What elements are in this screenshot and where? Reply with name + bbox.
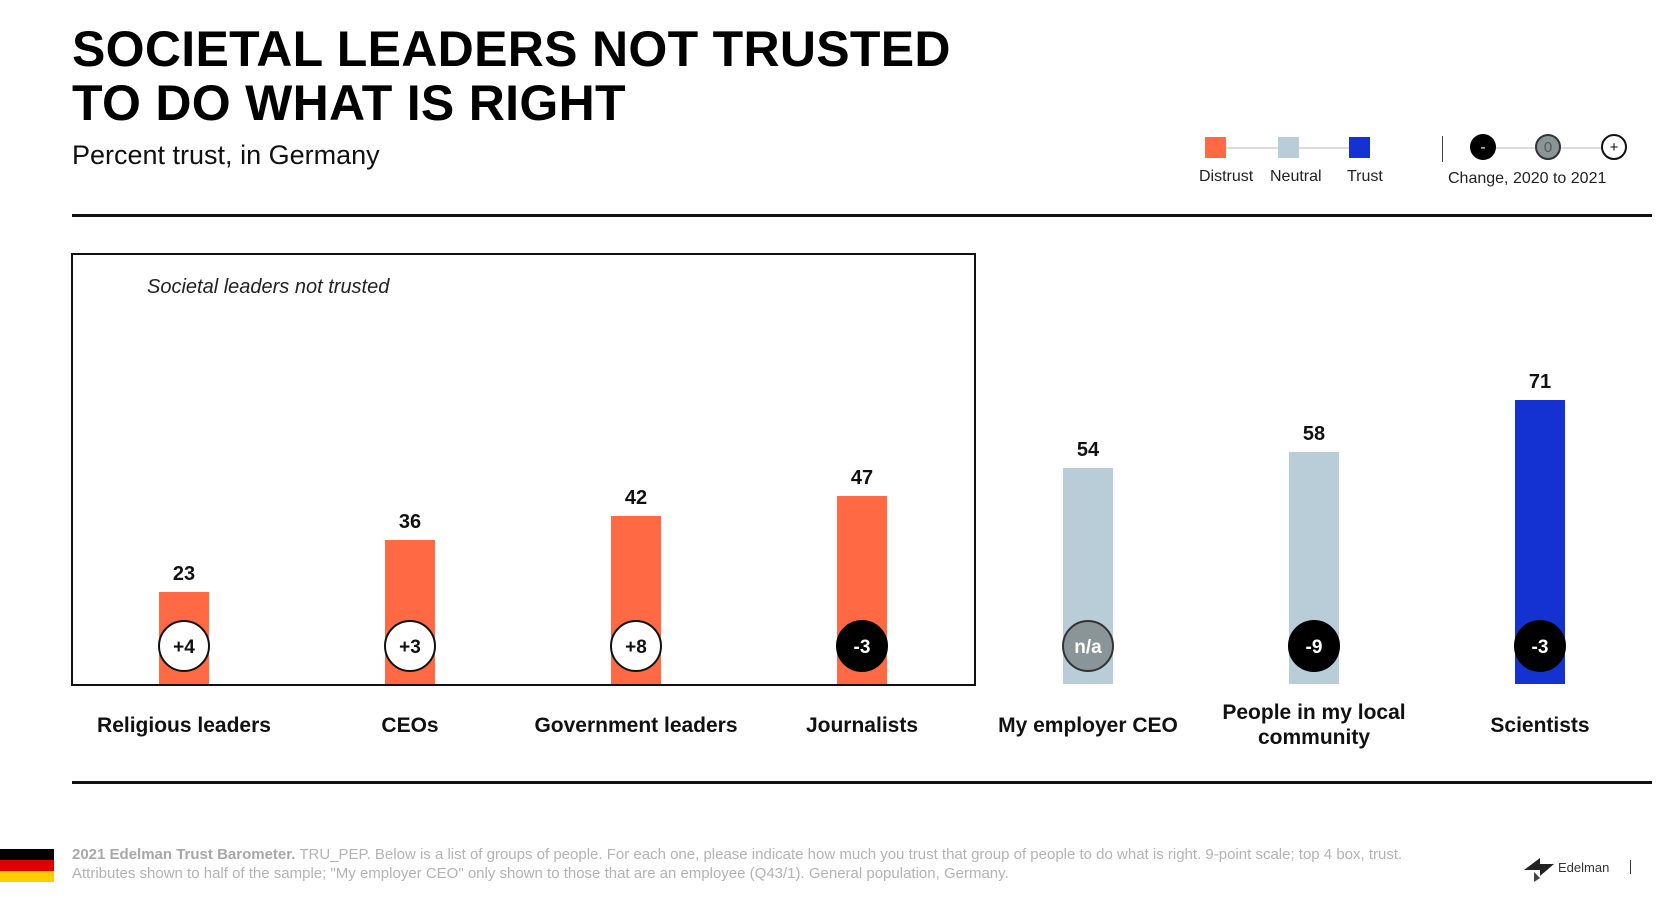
bar-value-label: 54 (1077, 439, 1100, 461)
highlight-box (71, 253, 976, 686)
change-badge (384, 620, 436, 672)
bar-value-label: 71 (1529, 371, 1551, 393)
category-label: community (1258, 726, 1370, 749)
change-badge-label: +4 (173, 637, 195, 658)
edelman-logo-icon (1524, 858, 1554, 882)
page-subtitle: Percent trust, in Germany (72, 140, 380, 170)
category-label: Government leaders (534, 714, 737, 737)
change-badge-label: -9 (1306, 637, 1323, 658)
change-badge-label: +8 (625, 637, 647, 658)
legend-distrust-swatch (1205, 137, 1226, 158)
bar-value-label: 42 (625, 487, 647, 509)
logo-divider (1630, 860, 1631, 874)
bar-value-label: 47 (851, 467, 873, 489)
footnote-text: TRU_PEP. Below is a list of groups of pe… (72, 846, 1403, 882)
germany-flag-icon (0, 849, 54, 882)
legend: Distrust Neutral Trust - 0 + Change, 202… (1199, 128, 1645, 198)
change-badge (1514, 620, 1566, 672)
category-label: CEOs (381, 714, 438, 737)
change-zero-icon: 0 (1535, 134, 1561, 160)
page-title: SOCIETAL LEADERS NOT TRUSTED TO DO WHAT … (72, 21, 951, 131)
change-badge-label: -3 (854, 637, 871, 658)
bar-value-label: 36 (399, 511, 421, 533)
legend-distrust-label: Distrust (1199, 168, 1254, 185)
legend-divider (1442, 136, 1443, 162)
legend-trust-swatch (1349, 137, 1370, 158)
category-label: Scientists (1490, 714, 1589, 737)
top-divider (72, 214, 1652, 217)
change-badge-label: n/a (1074, 637, 1102, 658)
category-label: My employer CEO (998, 714, 1178, 737)
category-label: Journalists (806, 714, 918, 737)
change-badge (1062, 620, 1114, 672)
bar-value-label: 23 (173, 563, 195, 585)
change-label: Change, 2020 to 2021 (1448, 170, 1607, 187)
change-badge-label: -3 (1532, 637, 1549, 658)
change-plus-icon: + (1601, 134, 1627, 160)
footnote-source: 2021 Edelman Trust Barometer. (72, 846, 296, 863)
bar-value-label: 58 (1303, 423, 1325, 445)
edelman-logo: Edelman (1522, 850, 1642, 884)
change-badge (1288, 620, 1340, 672)
change-badge (158, 620, 210, 672)
legend-trust-label: Trust (1347, 168, 1383, 185)
change-minus-icon: - (1470, 134, 1496, 160)
legend-neutral-swatch (1278, 137, 1299, 158)
bar-chart: 23 +4 Religious leaders 36 +3 CEOs 42 +8 Governm… (97, 371, 1590, 749)
change-badge-label: +3 (399, 637, 421, 658)
category-label: People in my local (1222, 701, 1405, 724)
legend-neutral-label: Neutral (1270, 168, 1322, 185)
highlight-box-label: Societal leaders not trusted (147, 276, 390, 298)
change-badge (836, 620, 888, 672)
footnote: 2021 Edelman Trust Barometer. TRU_PEP. B… (72, 845, 1432, 883)
change-badge (610, 620, 662, 672)
category-label: Religious leaders (97, 714, 271, 737)
edelman-logo-text: Edelman (1558, 860, 1610, 875)
bottom-divider (72, 781, 1652, 784)
